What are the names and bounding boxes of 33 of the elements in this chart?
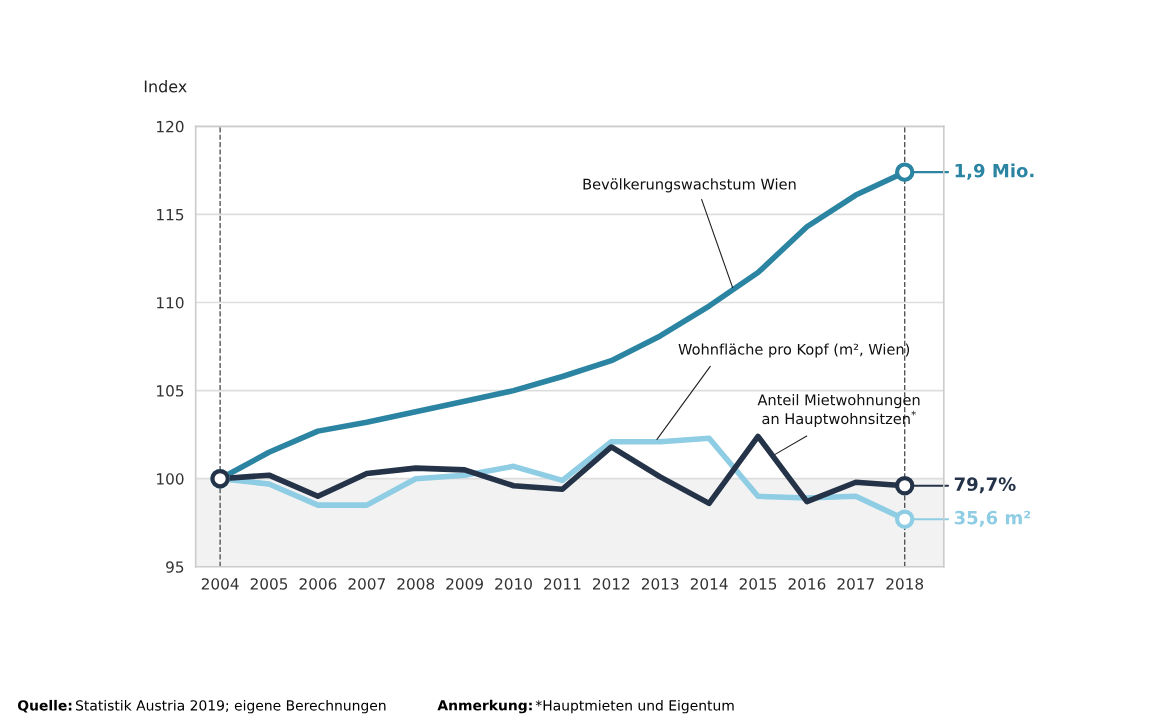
- y-tick-label: 110: [157, 296, 184, 309]
- x-tick-label: 2007: [348, 578, 385, 590]
- text: Bevölkerungswachstum Wien: [583, 178, 796, 193]
- point: [894, 509, 915, 529]
- x-tick-label: 2011: [544, 578, 581, 590]
- x-tick-label: 2012: [592, 578, 630, 590]
- y-tick-label: 105: [157, 385, 184, 397]
- y-tick-label: 115: [157, 209, 184, 221]
- annotation: 35,6 m²: [954, 510, 1031, 527]
- x-tick-label: 2017: [837, 578, 874, 590]
- series-label: Anteil Mietwohnungen an Hauptwohnsitzen$^{*}$: [757, 394, 920, 428]
- x-tick-label: 2004: [201, 578, 239, 590]
- x-tick-label: 2008: [397, 578, 435, 590]
- y-tick-label: 120: [157, 120, 184, 133]
- source-note: Quelle: Statistik Austria 2019; eigene Berechnungen: [17, 699, 386, 714]
- x-tick-label: 2006: [299, 578, 337, 590]
- x-tick-label: 2013: [641, 578, 679, 590]
- y-tick-label: 95: [166, 561, 184, 573]
- x-tick-label: 2014: [690, 578, 728, 590]
- x-tick-label: 2009: [446, 578, 483, 590]
- y-axis-title: Index: [144, 80, 187, 93]
- annotation: 1,9 Mio.: [955, 163, 1034, 180]
- text: Anmerkung: *Hauptmieten und Eigentum: [437, 699, 734, 714]
- x-tick-label: 2010: [495, 578, 532, 590]
- annotation: 79,7%: [954, 477, 1016, 494]
- x-tick-label: 2005: [250, 578, 288, 590]
- x-tick-label: 2018: [886, 578, 924, 590]
- y-tick-label: 100: [157, 473, 184, 485]
- point: [894, 162, 915, 182]
- x-tick-label: 2015: [739, 578, 777, 590]
- text: Wohnfläche pro Kopf (m², Wien): [678, 343, 910, 358]
- x-tick-label: 2016: [788, 578, 826, 590]
- point: [894, 476, 915, 496]
